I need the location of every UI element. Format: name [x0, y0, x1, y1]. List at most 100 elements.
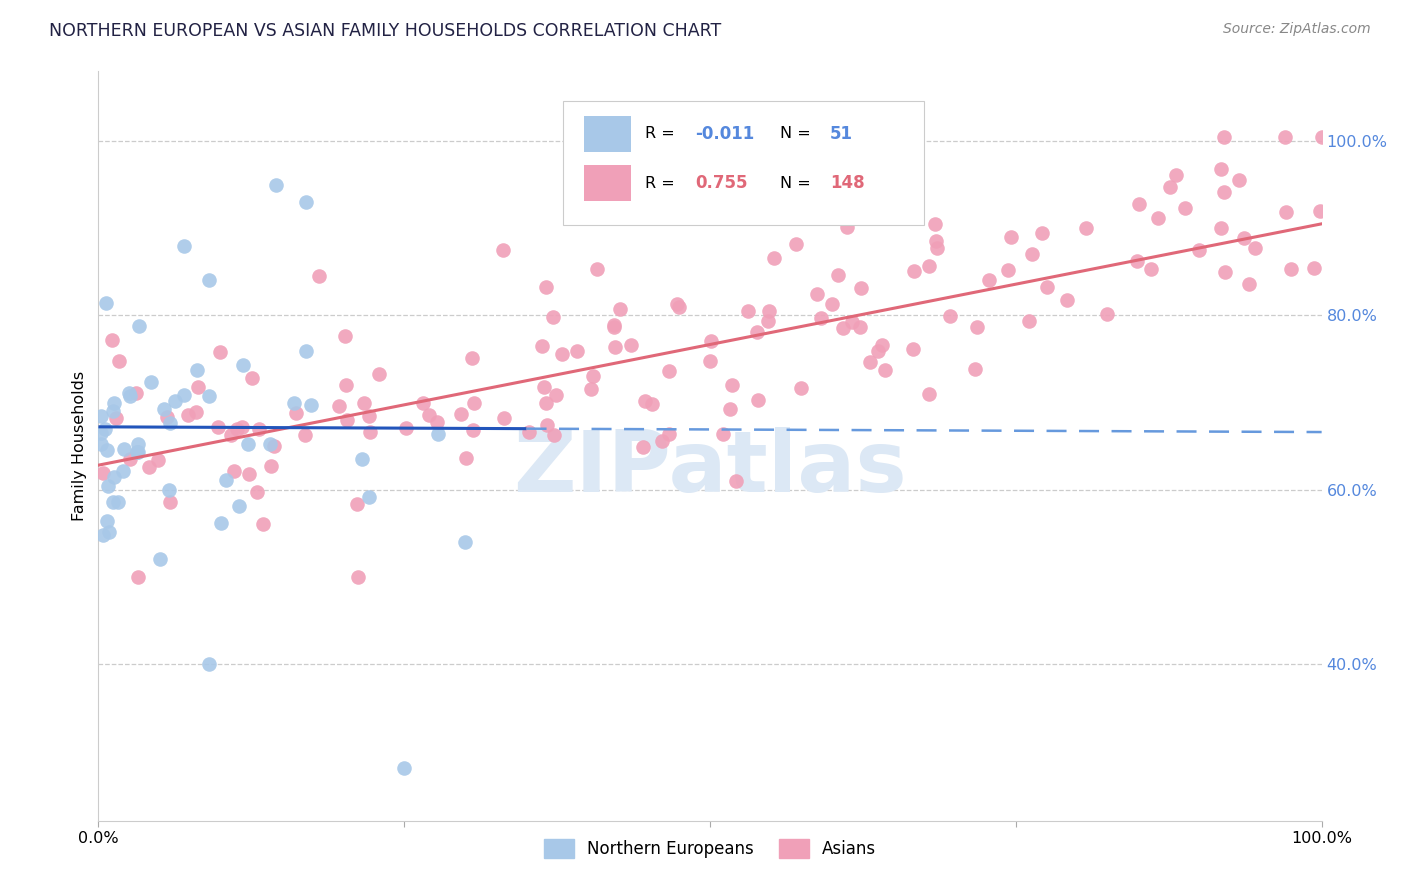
Point — [870, 338, 893, 352]
Point — [450, 407, 472, 421]
Point — [96, 295, 118, 310]
Point — [97, 479, 120, 493]
Point — [1021, 247, 1043, 261]
Point — [721, 378, 744, 392]
Point — [918, 387, 941, 401]
Point — [127, 437, 149, 451]
Point — [226, 421, 249, 435]
Point — [567, 344, 589, 359]
Point — [1233, 231, 1256, 245]
Point — [790, 381, 813, 395]
Point — [543, 428, 565, 442]
FancyBboxPatch shape — [583, 165, 630, 201]
Point — [609, 302, 631, 317]
Point — [1031, 226, 1053, 240]
Point — [1035, 280, 1057, 294]
Point — [924, 217, 946, 231]
Point — [1056, 293, 1078, 307]
Point — [536, 396, 558, 410]
Point — [1303, 261, 1326, 276]
Point — [1095, 307, 1118, 321]
Point — [866, 344, 889, 359]
FancyBboxPatch shape — [564, 102, 924, 225]
Point — [1212, 185, 1234, 199]
Point — [785, 237, 807, 252]
Point — [159, 495, 181, 509]
Point — [699, 354, 721, 368]
Point — [859, 354, 882, 368]
Point — [149, 552, 172, 566]
Point — [224, 464, 246, 478]
Point — [412, 396, 434, 410]
Point — [631, 440, 654, 454]
Point — [1164, 168, 1187, 182]
Point — [120, 389, 142, 403]
Point — [737, 304, 759, 318]
Text: R =: R = — [645, 176, 681, 191]
Point — [228, 499, 250, 513]
Legend: Northern Europeans, Asians: Northern Europeans, Asians — [537, 832, 883, 864]
Point — [918, 259, 941, 273]
Point — [294, 428, 316, 442]
Point — [758, 303, 780, 318]
Point — [346, 497, 368, 511]
Point — [231, 419, 253, 434]
Point — [603, 318, 626, 332]
Point — [368, 367, 391, 381]
Point — [1128, 197, 1150, 211]
Point — [965, 362, 987, 376]
Point — [603, 340, 626, 354]
Point — [295, 344, 318, 359]
Point — [197, 389, 219, 403]
Point — [187, 379, 209, 393]
Point — [454, 451, 477, 466]
Point — [531, 339, 554, 353]
Point — [1188, 243, 1211, 257]
Text: 0.755: 0.755 — [696, 174, 748, 192]
Point — [1139, 262, 1161, 277]
Point — [939, 309, 962, 323]
Point — [238, 467, 260, 482]
Point — [163, 393, 186, 408]
Point — [90, 426, 112, 441]
Point — [903, 263, 925, 277]
Point — [579, 382, 602, 396]
Point — [533, 379, 555, 393]
Text: 148: 148 — [830, 174, 865, 192]
Point — [519, 425, 541, 440]
Point — [641, 397, 664, 411]
Point — [460, 351, 482, 366]
Point — [925, 234, 948, 248]
Point — [138, 460, 160, 475]
Point — [101, 333, 124, 347]
Point — [283, 396, 305, 410]
Point — [357, 490, 380, 504]
Point — [260, 459, 283, 474]
Point — [461, 423, 484, 437]
Point — [1146, 211, 1168, 225]
Point — [94, 422, 117, 436]
Point — [1209, 221, 1232, 235]
Text: Source: ZipAtlas.com: Source: ZipAtlas.com — [1223, 22, 1371, 37]
Point — [395, 421, 418, 435]
Point — [157, 483, 180, 497]
Point — [1126, 253, 1149, 268]
Text: N =: N = — [780, 176, 815, 191]
Point — [966, 320, 988, 334]
Point — [1000, 230, 1022, 244]
Point — [107, 495, 129, 509]
Point — [128, 319, 150, 334]
Text: -0.011: -0.011 — [696, 125, 755, 143]
Point — [197, 273, 219, 287]
Point — [756, 314, 779, 328]
Point — [347, 570, 370, 584]
Point — [186, 405, 208, 419]
Point — [299, 398, 322, 412]
Point — [153, 401, 176, 416]
Point — [90, 409, 112, 424]
Point — [156, 409, 179, 424]
Point — [1018, 313, 1040, 327]
Point — [1227, 172, 1250, 186]
Point — [127, 570, 149, 584]
Point — [711, 426, 734, 441]
